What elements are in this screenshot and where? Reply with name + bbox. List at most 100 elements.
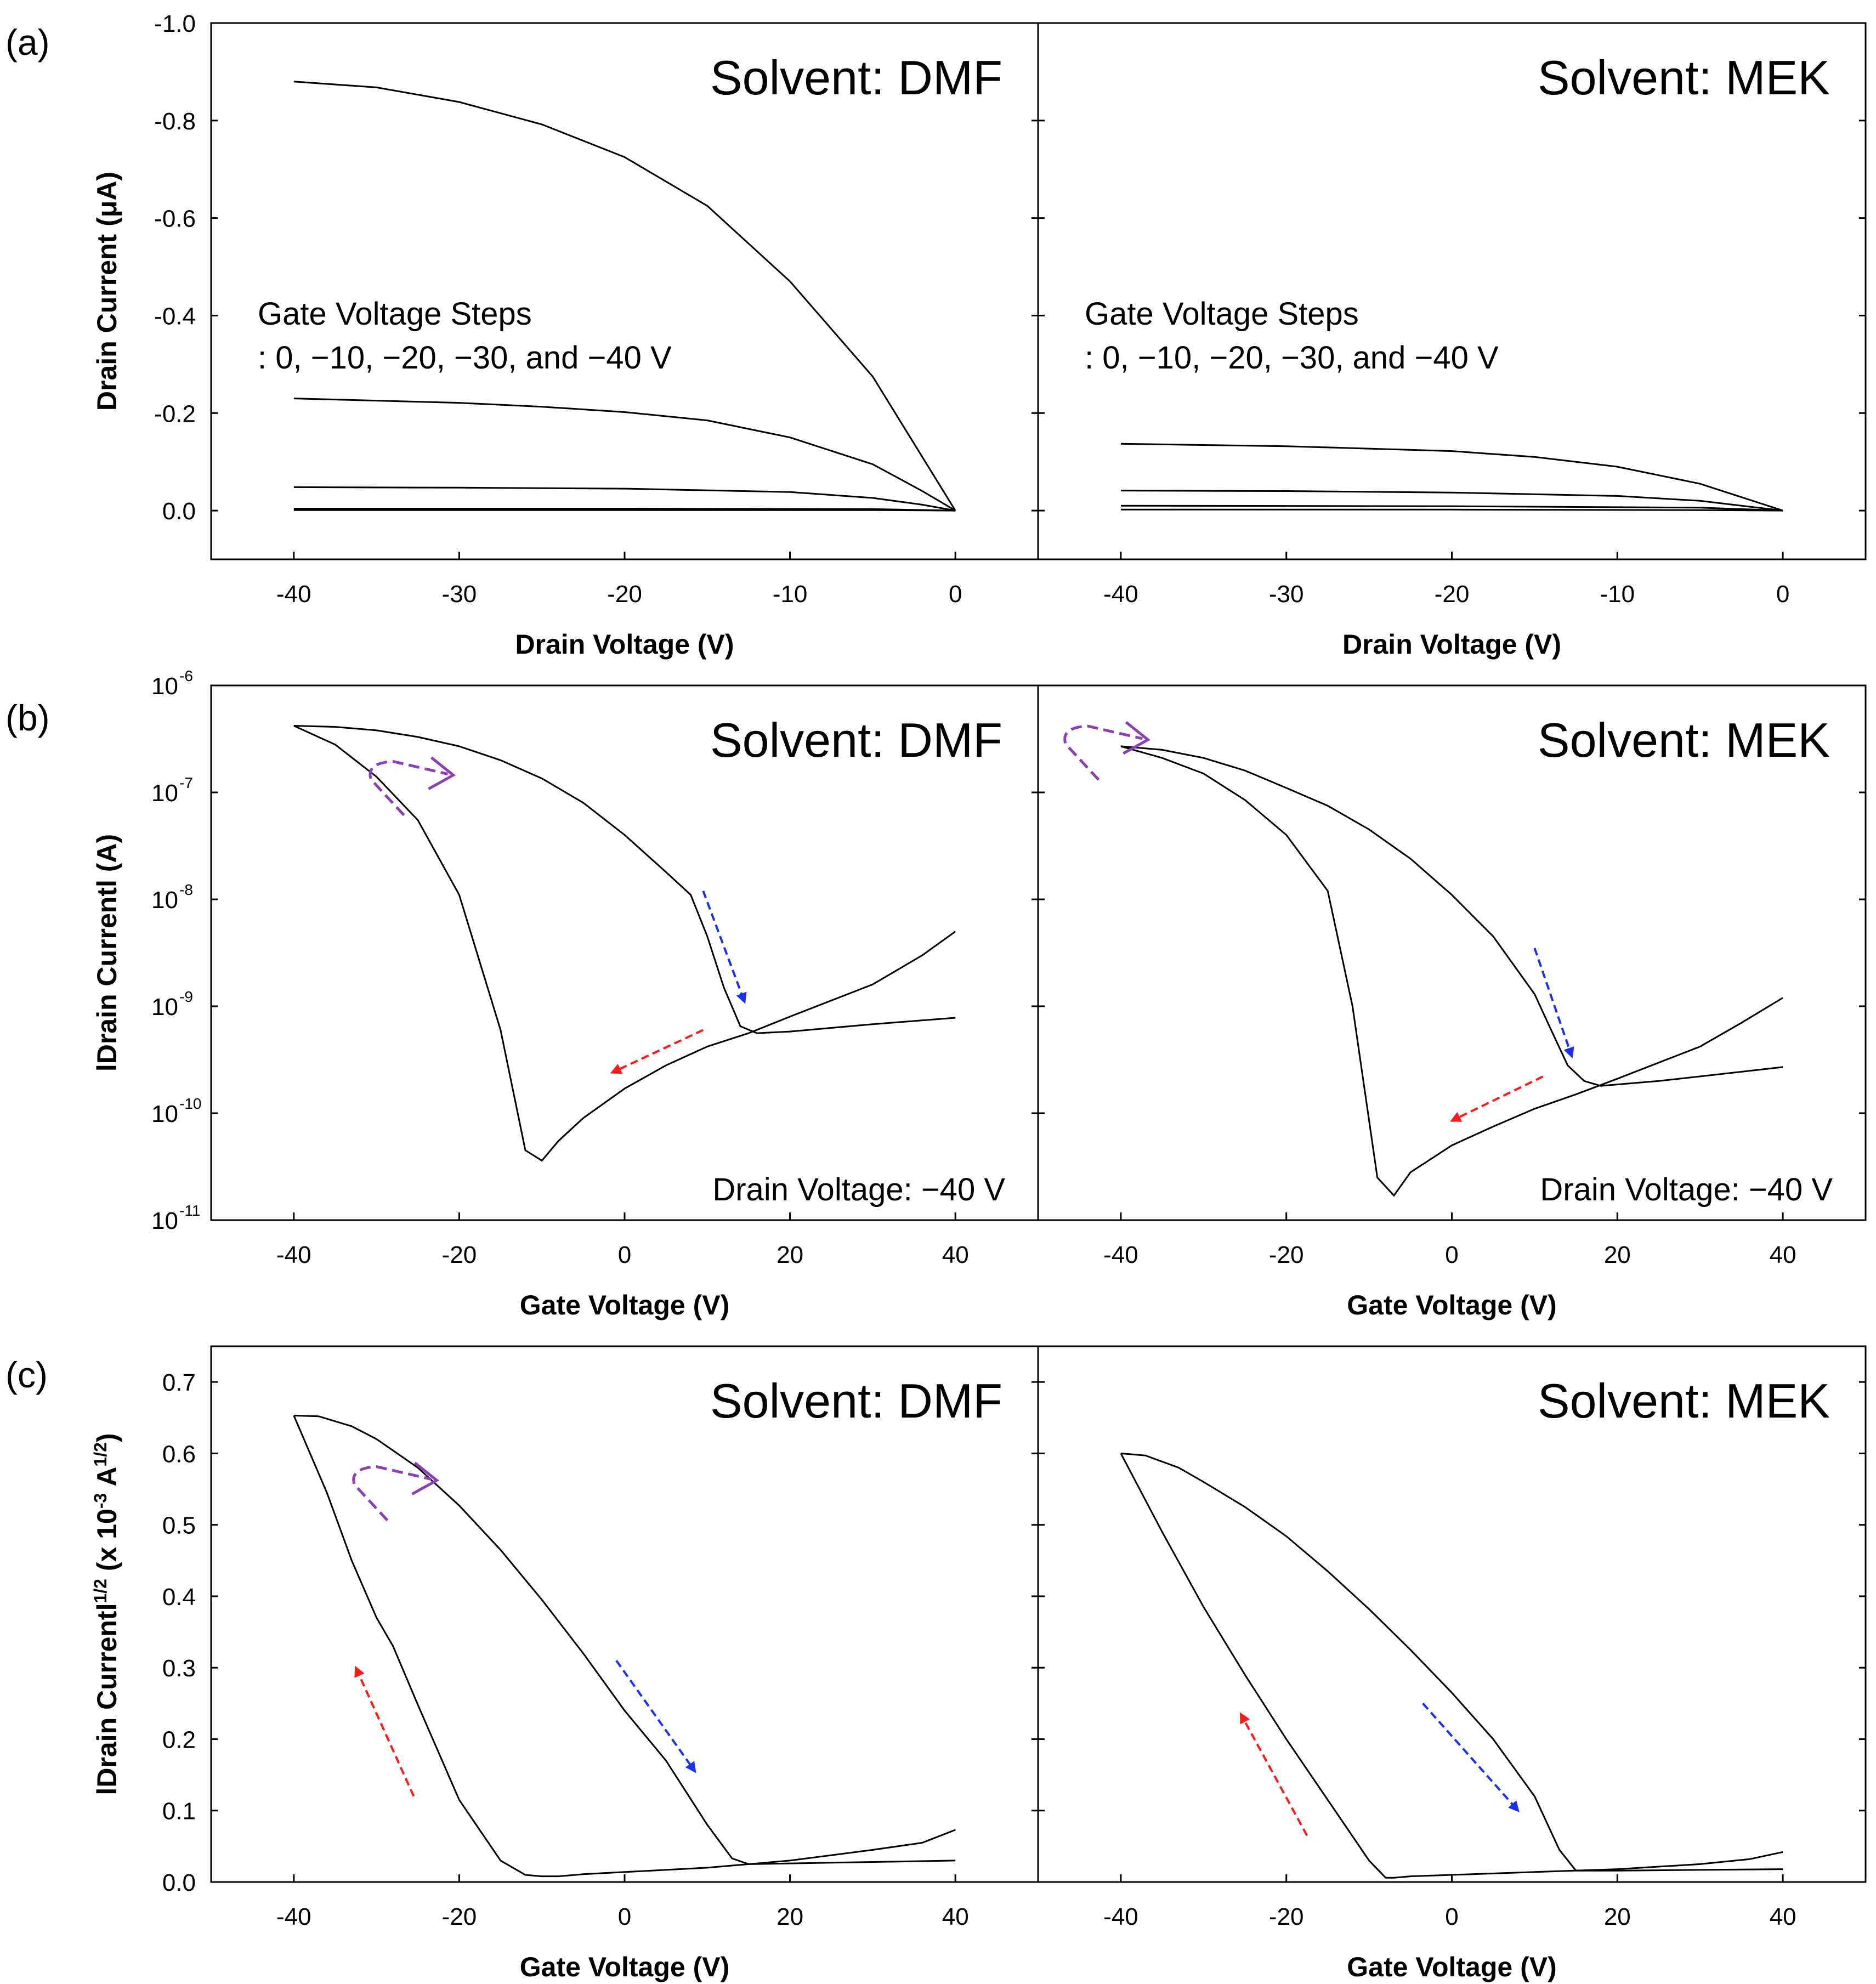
y-tick-label: -0.6	[154, 206, 196, 233]
y-tick-label: 0.6	[162, 1441, 196, 1467]
sweep-direction-arrow	[352, 1465, 432, 1522]
y-tick-label: 10	[151, 1208, 178, 1234]
series-line-reverse	[293, 1415, 956, 1878]
annotation-text: Drain Voltage: −40 V	[712, 1172, 1005, 1208]
y-tick-label: 10	[151, 994, 178, 1021]
panel-label-b: (b)	[5, 698, 50, 738]
x-tick-label: -40	[1103, 1242, 1138, 1268]
x-tick-label: -40	[1103, 581, 1138, 608]
y-tick-label: 10	[151, 887, 178, 914]
reverse-sweep-arrow	[1239, 1712, 1308, 1836]
plot-area: -40 -30 -20 -10 0 0.0 -0.2 -0.4 -0.6 -0.8 -1.0 Drai…	[90, 10, 1867, 1982]
sweep-direction-arrowhead	[1123, 721, 1150, 755]
panel-title: Solvent: DMF	[710, 713, 1002, 767]
series-line	[293, 81, 956, 511]
x-tick-label: -40	[276, 1242, 311, 1268]
x-tick-label: -40	[1103, 1903, 1138, 1930]
y-tick-exponent: -8	[179, 881, 193, 898]
panel-title: Solvent: MEK	[1538, 1374, 1830, 1428]
y-tick-label: 0.2	[162, 1726, 196, 1753]
y-axis-title: lDrain Currentl1/2 (x 10-3 A1/2)	[90, 1433, 122, 1795]
x-tick-label: -30	[442, 581, 477, 608]
sweep-direction-arrow	[369, 759, 449, 817]
forward-sweep-arrow	[1422, 1703, 1520, 1812]
reverse-sweep-arrow	[354, 1665, 415, 1797]
x-tick-label: -20	[442, 1903, 477, 1930]
series-line-forward	[1120, 745, 1783, 1087]
x-tick-label: 0	[1776, 581, 1789, 608]
series-line	[1120, 508, 1783, 512]
x-tick-label: -20	[607, 581, 642, 608]
series-line	[293, 398, 956, 512]
y-tick-label: 10	[151, 673, 178, 700]
x-tick-label: -40	[276, 1903, 311, 1930]
x-tick-label: -40	[276, 581, 311, 608]
series-line-reverse	[1120, 745, 1783, 1197]
sweep-direction-arrowhead	[411, 1461, 439, 1495]
x-tick-label: 20	[1604, 1242, 1631, 1268]
annotation-text: : 0, −10, −20, −30, and −40 V	[1085, 340, 1499, 376]
x-tick-label: 0	[949, 581, 962, 608]
annotation-text: : 0, −10, −20, −30, and −40 V	[258, 340, 672, 376]
x-tick-label: -30	[1269, 581, 1304, 608]
series-line-forward	[1120, 1452, 1783, 1872]
series-line-forward	[293, 725, 956, 1034]
chart-b2: -40 -20 0 20 40 Gate Voltage (V) Solvent: MEK D…	[1038, 684, 1866, 1320]
series-line	[1120, 490, 1783, 512]
y-axis-title: lDrain Currentl (A)	[92, 834, 122, 1072]
y-tick-label: -0.2	[154, 400, 196, 427]
y-tick-exponent: -11	[179, 1202, 200, 1219]
x-tick-label: 40	[1770, 1242, 1796, 1268]
y-tick-label: 0.1	[162, 1798, 196, 1825]
chart-a2: -40 -30 -20 -10 0 Drain Voltage (V) Solvent: M…	[1038, 22, 1866, 660]
y-tick-label: 0.0	[162, 1869, 196, 1896]
chart-a: -40 -30 -20 -10 0 0.0 -0.2 -0.4 -0.6 -0.8 -1.0 Drai…	[92, 10, 1038, 660]
x-axis-title: Gate Voltage (V)	[520, 1952, 729, 1982]
series-line	[293, 486, 956, 512]
x-axis-title: Gate Voltage (V)	[1347, 1952, 1556, 1982]
x-tick-label: -20	[1269, 1903, 1304, 1930]
x-tick-label: -10	[773, 581, 808, 608]
series-line	[293, 509, 956, 512]
panel-title: Solvent: DMF	[710, 50, 1002, 105]
forward-sweep-arrow	[615, 1660, 696, 1773]
y-tick-label: 10	[151, 780, 178, 807]
y-tick-exponent: -7	[179, 774, 193, 791]
panel-label-a: (a)	[5, 22, 50, 63]
panel-title: Solvent: MEK	[1538, 713, 1830, 767]
annotation-text: Gate Voltage Steps	[1085, 296, 1359, 332]
x-tick-label: 0	[618, 1903, 631, 1930]
series-line-forward	[293, 1414, 956, 1865]
y-tick-label: -0.8	[154, 108, 196, 135]
y-tick-exponent: -6	[179, 667, 193, 684]
y-tick-label: -0.4	[154, 303, 196, 330]
x-axis-title: Drain Voltage (V)	[1342, 629, 1561, 660]
annotation-text: Drain Voltage: −40 V	[1540, 1172, 1833, 1208]
sweep-direction-arrowhead	[428, 756, 456, 790]
reverse-sweep-arrow	[610, 1029, 704, 1074]
forward-sweep-arrow	[1533, 948, 1574, 1059]
x-tick-label: 0	[1445, 1903, 1458, 1930]
series-line	[1120, 504, 1783, 512]
y-axis-title: Drain Current (μA)	[92, 172, 122, 411]
x-tick-label: 20	[777, 1242, 803, 1268]
panel-label-c: (c)	[5, 1354, 48, 1395]
x-tick-label: 40	[942, 1242, 969, 1268]
y-tick-label: 0.4	[162, 1584, 196, 1611]
panel-title: Solvent: MEK	[1538, 50, 1830, 105]
y-tick-label: 10	[151, 1101, 178, 1127]
forward-sweep-arrow	[702, 890, 747, 1004]
y-tick-label: 0.5	[162, 1512, 196, 1539]
x-tick-label: -20	[1269, 1242, 1304, 1268]
y-tick-exponent: -9	[179, 988, 193, 1005]
x-tick-label: 20	[777, 1903, 803, 1930]
reverse-sweep-arrow	[1449, 1075, 1544, 1122]
series-line-reverse	[293, 725, 956, 1162]
series-line-reverse	[1120, 1453, 1783, 1879]
x-tick-label: 40	[942, 1903, 969, 1930]
chart-c2: -40 -20 0 20 40 Gate Voltage (V) Solvent: MEK	[1038, 1374, 1866, 1982]
x-tick-label: 0	[1445, 1242, 1458, 1268]
y-tick-label: 0.0	[162, 498, 196, 525]
x-tick-label: -10	[1600, 581, 1635, 608]
